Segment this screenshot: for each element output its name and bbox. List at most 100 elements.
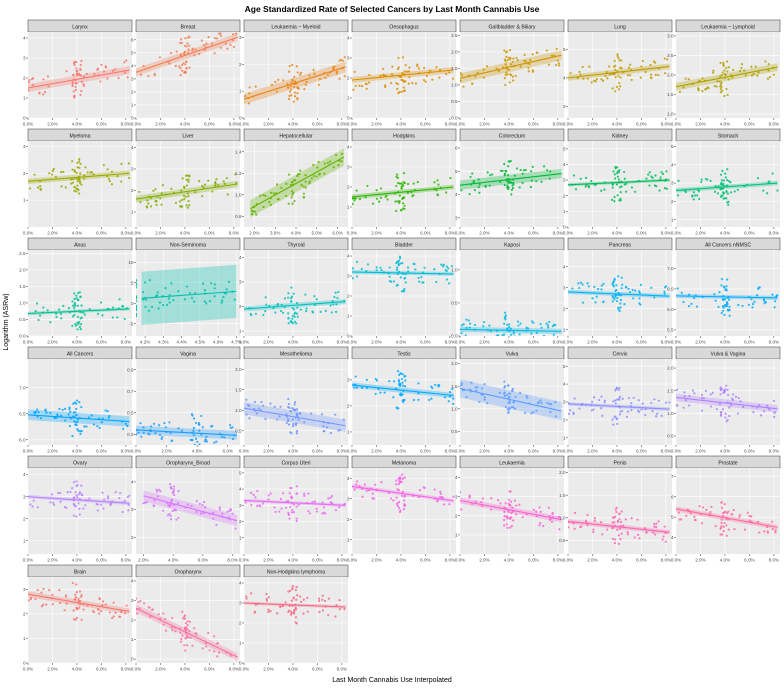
data-point (465, 395, 468, 399)
data-point (254, 85, 257, 88)
data-point (399, 394, 403, 397)
x-tick-label: 0.0% (131, 231, 141, 236)
data-point (617, 534, 620, 537)
y-tick-label: 3 (563, 178, 566, 183)
data-point (506, 173, 510, 177)
data-point (503, 386, 506, 389)
data-point (518, 503, 521, 506)
panel-background (28, 141, 132, 227)
x-tick-label: 0.0% (671, 449, 681, 454)
data-point (308, 182, 311, 185)
data-point (577, 282, 580, 285)
data-point (353, 199, 356, 202)
data-point (584, 176, 588, 180)
data-point (513, 407, 517, 410)
data-point (264, 417, 267, 421)
x-tick-label: 6.0% (636, 231, 646, 236)
data-point (758, 404, 761, 407)
data-point (334, 413, 337, 416)
data-point (375, 197, 379, 200)
data-point (172, 488, 175, 491)
data-point (736, 412, 740, 415)
data-point (503, 49, 506, 52)
data-point (512, 401, 515, 404)
data-point (290, 296, 293, 300)
panel-marks (568, 386, 671, 426)
data-point (303, 88, 306, 91)
data-point (721, 71, 724, 74)
data-point (613, 72, 616, 76)
data-point (483, 398, 486, 401)
data-point (269, 609, 272, 613)
data-point (300, 183, 303, 187)
data-point (720, 518, 723, 521)
x-tick-label: 8.0% (229, 667, 239, 672)
data-point (80, 183, 83, 186)
data-point (448, 71, 451, 74)
panel-marks (249, 148, 345, 218)
data-point (741, 62, 744, 66)
data-point (36, 415, 39, 418)
data-point (406, 270, 410, 273)
data-point (693, 515, 696, 518)
data-point (626, 533, 630, 536)
x-tick-label: 0.0% (455, 340, 465, 345)
data-point (425, 74, 428, 78)
data-point (548, 177, 551, 180)
data-point (375, 379, 379, 382)
data-point (48, 172, 51, 175)
data-point (168, 505, 172, 508)
data-point (63, 505, 66, 509)
data-point (255, 213, 258, 216)
data-point (404, 379, 407, 382)
data-point (613, 173, 616, 176)
data-point (365, 82, 368, 85)
data-point (142, 431, 145, 434)
x-tick-label: 4.0% (396, 231, 406, 236)
data-point (71, 315, 75, 318)
data-point (335, 72, 338, 75)
x-tick-label: 6.0% (312, 122, 322, 127)
data-point (75, 480, 78, 483)
data-point (400, 185, 403, 188)
y-tick-label: 4 (347, 145, 350, 150)
data-point (168, 421, 171, 424)
data-point (322, 425, 325, 428)
data-point (170, 282, 173, 285)
data-point (723, 503, 726, 506)
data-point (213, 635, 216, 638)
data-point (320, 413, 324, 416)
data-point (506, 59, 509, 62)
panel-marks (676, 384, 778, 423)
data-point (325, 426, 329, 429)
data-point (318, 78, 322, 81)
data-point (578, 407, 581, 410)
y-tick-label: 1 (347, 205, 350, 210)
data-point (617, 75, 620, 78)
data-point (676, 404, 679, 407)
data-point (290, 495, 293, 498)
data-point (600, 284, 603, 287)
data-point (294, 179, 297, 182)
x-tick-label: 4.0% (504, 340, 514, 345)
data-point (389, 81, 393, 85)
data-point (287, 418, 290, 421)
data-point (768, 75, 772, 79)
data-point (578, 70, 581, 73)
data-point (626, 410, 630, 413)
data-point (77, 493, 80, 496)
data-point (433, 181, 436, 184)
data-point (580, 525, 583, 528)
data-point (694, 194, 697, 197)
data-point (171, 509, 174, 513)
data-point (750, 515, 753, 518)
panel-strip-label: All Cancers nNMSC (705, 242, 751, 248)
data-point (317, 599, 321, 603)
y-tick-label: 4 (563, 264, 566, 269)
data-point (294, 588, 297, 592)
y-tick-label: 0.5 (667, 434, 674, 439)
